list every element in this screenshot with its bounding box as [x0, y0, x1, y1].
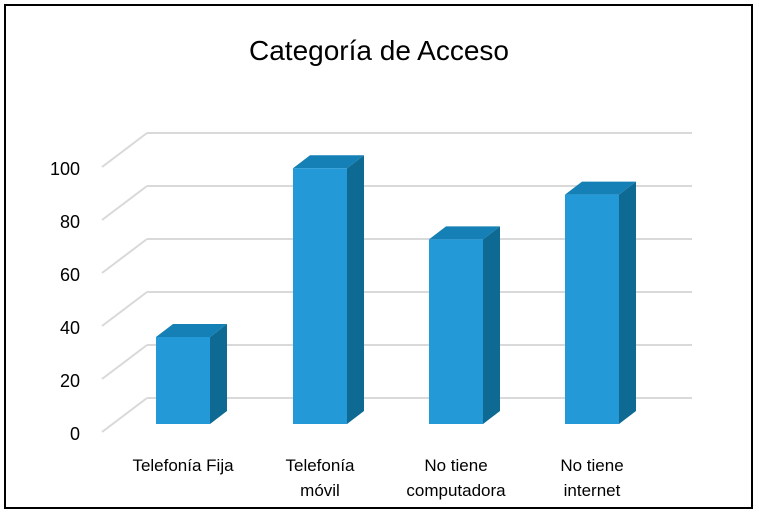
bar-top: [565, 181, 636, 195]
y-tick-label: 20: [60, 371, 80, 391]
y-tick-label: 80: [60, 212, 80, 232]
bar: [565, 181, 636, 424]
bar-side: [347, 155, 364, 425]
bar-front: [293, 168, 347, 424]
y-tick-label: 60: [60, 265, 80, 285]
bar-front: [429, 239, 483, 424]
bar-side: [483, 226, 500, 424]
y-axis-ticks: 0 20 40 60 80 100: [50, 159, 80, 444]
chart-title: Categoría de Acceso: [249, 35, 509, 66]
bar-front: [565, 194, 619, 424]
bar-top: [429, 226, 500, 240]
x-tick-label: No tiene: [424, 456, 487, 475]
bar-side: [210, 323, 227, 424]
gridline-depth: [101, 132, 148, 168]
x-tick-label: computadora: [406, 481, 506, 500]
y-tick-label: 0: [70, 424, 80, 444]
x-tick-label: móvil: [300, 481, 340, 500]
gridline-depth: [101, 185, 148, 221]
x-tick-label: Telefonía: [286, 456, 356, 475]
gridline-depth: [101, 291, 148, 327]
gridline-depth: [101, 238, 148, 274]
bar: [429, 226, 500, 424]
bar: [293, 155, 364, 425]
x-axis-labels: Telefonía Fija Telefonía móvil No tiene comp…: [132, 456, 623, 500]
bar-side: [619, 181, 636, 424]
x-tick-label: internet: [564, 481, 621, 500]
y-tick-label: 100: [50, 159, 80, 179]
bar-front: [156, 336, 210, 424]
bar-top: [156, 323, 227, 337]
bars: [156, 155, 636, 425]
x-tick-label: Telefonía Fija: [132, 456, 234, 475]
bar: [156, 323, 227, 424]
gridline-depth: [101, 397, 148, 433]
gridline-depth: [101, 344, 148, 380]
y-tick-label: 40: [60, 318, 80, 338]
bar-top: [293, 155, 364, 169]
x-tick-label: No tiene: [560, 456, 623, 475]
